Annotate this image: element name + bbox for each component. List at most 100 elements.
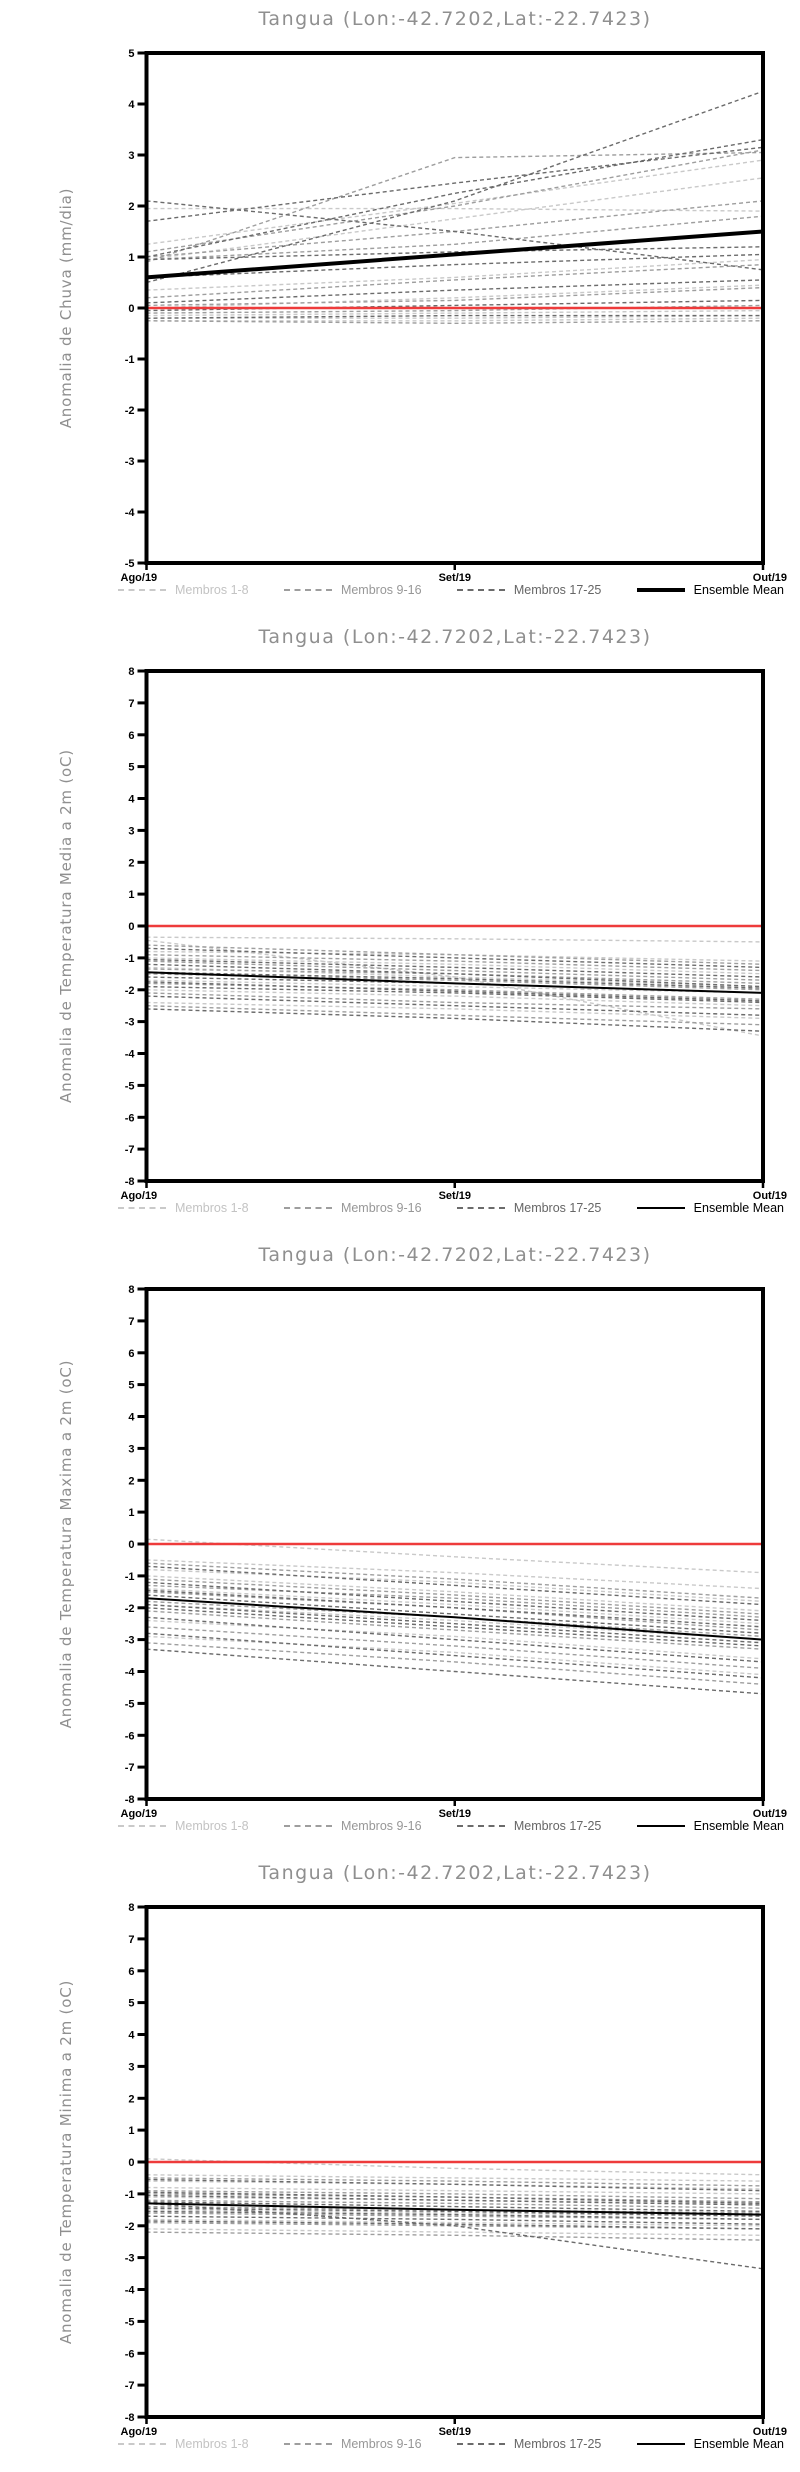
svg-text:6: 6 — [128, 1348, 134, 1360]
svg-text:5: 5 — [128, 48, 134, 60]
svg-text:-3: -3 — [125, 1017, 135, 1029]
legend-item-membros-9-16: Membros 9-16 — [283, 1819, 422, 1833]
svg-text:-7: -7 — [125, 1762, 135, 1774]
dashed-line-sample-icon — [283, 2443, 332, 2445]
svg-text:-5: -5 — [125, 1080, 135, 1092]
svg-text:-3: -3 — [125, 1635, 135, 1647]
svg-text:2: 2 — [128, 201, 134, 213]
legend-label: Membros 17-25 — [513, 2437, 602, 2451]
svg-text:0: 0 — [128, 303, 134, 315]
chart-max-temperature-anomaly: Tangua (Lon:-42.7202,Lat:-22.7423) Anoma… — [0, 1236, 800, 1854]
svg-text:7: 7 — [128, 1934, 134, 1946]
svg-text:-5: -5 — [125, 2316, 135, 2328]
svg-text:-1: -1 — [125, 2189, 135, 2201]
chart-legend: Membros 1-8 Membros 9-16 Membros 17-25 E… — [118, 2437, 784, 2451]
svg-text:3: 3 — [128, 150, 134, 162]
legend-item-ensemble-mean: Ensemble Mean — [636, 2437, 784, 2451]
svg-text:1: 1 — [128, 1507, 134, 1519]
svg-text:-5: -5 — [125, 1698, 135, 1710]
legend-label: Membros 9-16 — [340, 1201, 422, 1215]
svg-text:Ago/19: Ago/19 — [121, 572, 158, 584]
plot-area: 8 7 6 5 4 3 2 1 0 -1 -2 -3 -4 -5 -6 -7 -8 Ago/19 Set/19 Out… — [121, 1902, 788, 2438]
svg-text:4: 4 — [128, 2030, 135, 2042]
legend-item-membros-17-25: Membros 17-25 — [456, 2437, 602, 2451]
solid-line-sample-icon — [636, 2443, 685, 2445]
svg-text:8: 8 — [128, 666, 134, 678]
legend-label: Ensemble Mean — [693, 2437, 784, 2451]
chart-title: Tangua (Lon:-42.7202,Lat:-22.7423) — [258, 1244, 652, 1266]
svg-text:2: 2 — [128, 1475, 134, 1487]
svg-text:0: 0 — [128, 921, 134, 933]
chart-legend: Membros 1-8 Membros 9-16 Membros 17-25 E… — [118, 583, 784, 597]
svg-text:2: 2 — [128, 2093, 134, 2105]
svg-text:1: 1 — [128, 2125, 134, 2137]
legend-item-membros-9-16: Membros 9-16 — [283, 1201, 422, 1215]
svg-text:-3: -3 — [125, 456, 135, 468]
svg-text:1: 1 — [128, 252, 134, 264]
svg-text:Ago/19: Ago/19 — [121, 1190, 158, 1202]
svg-text:-6: -6 — [125, 1112, 135, 1124]
dashed-line-sample-icon — [456, 1825, 505, 1827]
svg-text:Set/19: Set/19 — [439, 1808, 471, 1820]
chart-title: Tangua (Lon:-42.7202,Lat:-22.7423) — [258, 1862, 652, 1884]
legend-item-ensemble-mean: Ensemble Mean — [636, 1201, 784, 1215]
svg-text:5: 5 — [128, 1998, 134, 2010]
svg-text:-7: -7 — [125, 1144, 135, 1156]
svg-text:Set/19: Set/19 — [439, 1190, 471, 1202]
svg-text:-7: -7 — [125, 2380, 135, 2392]
svg-text:8: 8 — [128, 1284, 134, 1296]
svg-text:-2: -2 — [125, 985, 135, 997]
svg-text:-1: -1 — [125, 354, 135, 366]
svg-text:5: 5 — [128, 762, 134, 774]
legend-label: Membros 17-25 — [513, 583, 602, 597]
svg-text:-6: -6 — [125, 1730, 135, 1742]
svg-text:-1: -1 — [125, 1571, 135, 1583]
legend-label: Membros 17-25 — [513, 1201, 602, 1215]
svg-text:-1: -1 — [125, 953, 135, 965]
legend-label: Membros 9-16 — [340, 2437, 422, 2451]
svg-text:4: 4 — [128, 99, 135, 111]
plot-area: 5 4 3 2 1 0 -1 -2 -3 -4 -5 Ago/19 Set/19 Out/19 — [121, 48, 788, 584]
chart-title: Tangua (Lon:-42.7202,Lat:-22.7423) — [258, 8, 652, 30]
dashed-line-sample-icon — [118, 1207, 166, 1209]
legend-item-ensemble-mean: Ensemble Mean — [636, 583, 784, 597]
svg-text:-8: -8 — [125, 2412, 135, 2424]
svg-text:8: 8 — [128, 1902, 134, 1914]
legend-item-membros-1-8: Membros 1-8 — [118, 1819, 249, 1833]
svg-text:Out/19: Out/19 — [753, 1190, 787, 1202]
svg-text:-4: -4 — [125, 1667, 136, 1679]
svg-text:Out/19: Out/19 — [753, 572, 787, 584]
solid-line-sample-icon — [636, 1825, 685, 1827]
svg-text:Set/19: Set/19 — [439, 2426, 471, 2438]
svg-text:-8: -8 — [125, 1794, 135, 1806]
svg-text:3: 3 — [128, 825, 134, 837]
legend-label: Ensemble Mean — [693, 1819, 784, 1833]
svg-text:-8: -8 — [125, 1176, 135, 1188]
legend-label: Ensemble Mean — [693, 583, 784, 597]
svg-text:0: 0 — [128, 1539, 134, 1551]
svg-text:-2: -2 — [125, 1603, 135, 1615]
legend-item-membros-9-16: Membros 9-16 — [283, 583, 422, 597]
legend-label: Ensemble Mean — [693, 1201, 784, 1215]
svg-text:7: 7 — [128, 1316, 134, 1328]
svg-text:Out/19: Out/19 — [753, 1808, 787, 1820]
legend-item-membros-9-16: Membros 9-16 — [283, 2437, 422, 2451]
svg-text:-4: -4 — [125, 507, 136, 519]
dashed-line-sample-icon — [283, 1207, 332, 1209]
dashed-line-sample-icon — [456, 589, 505, 591]
legend-label: Membros 1-8 — [175, 1201, 249, 1215]
svg-text:5: 5 — [128, 1380, 134, 1392]
svg-text:-2: -2 — [125, 405, 135, 417]
chart-rain-anomaly: Tangua (Lon:-42.7202,Lat:-22.7423) Anoma… — [0, 0, 800, 618]
svg-text:3: 3 — [128, 2061, 134, 2073]
svg-text:-4: -4 — [125, 1049, 136, 1061]
svg-text:2: 2 — [128, 857, 134, 869]
dashed-line-sample-icon — [118, 2443, 166, 2445]
svg-text:-6: -6 — [125, 2348, 135, 2360]
legend-item-membros-17-25: Membros 17-25 — [456, 583, 602, 597]
chart-title: Tangua (Lon:-42.7202,Lat:-22.7423) — [258, 626, 652, 648]
svg-text:7: 7 — [128, 698, 134, 710]
legend-item-membros-17-25: Membros 17-25 — [456, 1819, 601, 1833]
legend-label: Membros 1-8 — [175, 1819, 249, 1833]
chart-mean-temperature-anomaly: Tangua (Lon:-42.7202,Lat:-22.7423) Anoma… — [0, 618, 800, 1236]
